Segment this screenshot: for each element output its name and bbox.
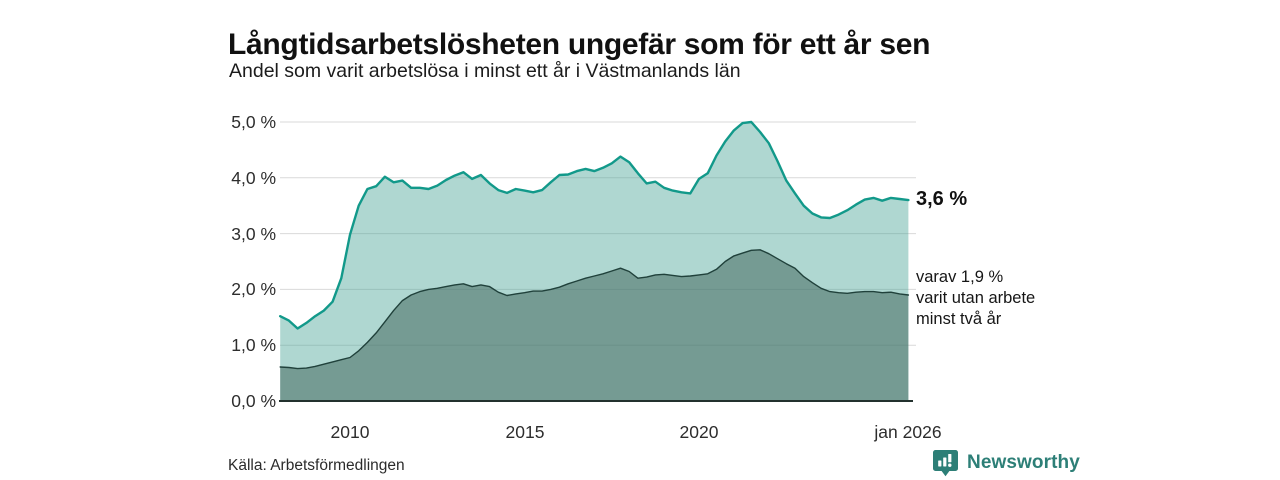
y-axis-tick-label: 2,0 % xyxy=(231,279,276,299)
y-axis-tick-label: 3,0 % xyxy=(231,224,276,244)
y-axis-tick-label: 5,0 % xyxy=(231,112,276,132)
subseries-annotation: varav 1,9 % varit utan arbete minst två … xyxy=(916,268,1036,328)
newsworthy-logo-text: Newsworthy xyxy=(967,452,1080,473)
newsworthy-logo: Newsworthy xyxy=(932,449,1080,477)
x-axis-tick-label: 2010 xyxy=(330,422,370,442)
newsworthy-logo-icon xyxy=(933,450,958,477)
x-axis-tick-label: 2020 xyxy=(679,422,719,442)
latest-value-label: 3,6 % xyxy=(916,188,968,210)
y-axis-tick-label: 1,0 % xyxy=(231,335,276,355)
source-attribution: Källa: Arbetsförmedlingen xyxy=(228,457,405,474)
x-axis-tick-label: jan 2026 xyxy=(874,422,942,442)
y-axis-tick-label: 0,0 % xyxy=(231,391,276,411)
y-axis-tick-label: 4,0 % xyxy=(231,168,276,188)
x-axis-tick-label: 2015 xyxy=(505,422,545,442)
chart-title: Långtidsarbetslösheten ungefär som för e… xyxy=(228,28,931,62)
chart-subtitle: Andel som varit arbetslösa i minst ett å… xyxy=(229,60,741,82)
